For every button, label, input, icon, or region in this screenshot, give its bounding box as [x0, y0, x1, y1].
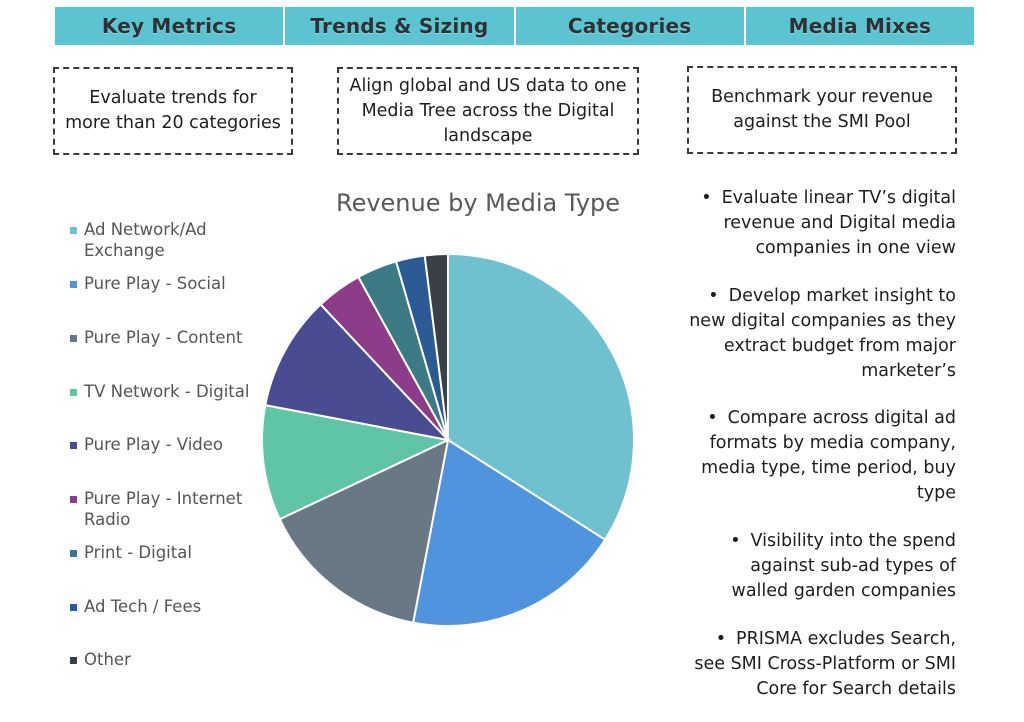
bullet-item: • Compare across digital ad formats by me… [701, 408, 956, 503]
legend-item: Pure Play - Internet Radio [70, 488, 260, 530]
tab-bar: Key Metrics Trends & Sizing Categories M… [55, 7, 974, 45]
legend-swatch [70, 389, 77, 396]
pie-slice-pure-play-video [264, 302, 451, 442]
legend-label: Pure Play - Content [84, 328, 243, 347]
legend-swatch [70, 335, 77, 342]
legend-label: Pure Play - Video [84, 435, 224, 454]
legend-label: Pure Play - Social [84, 274, 226, 293]
legend-item: Ad Network/Ad Exchange [70, 219, 260, 261]
legend-item: Ad Tech / Fees [70, 596, 260, 617]
legend-item: TV Network - Digital [70, 381, 260, 402]
legend-swatch [70, 604, 77, 611]
callout-text: Align global and US data to one Media Tr… [349, 75, 627, 146]
legend-label: Ad Network/Ad Exchange [84, 220, 207, 260]
tab-categories[interactable]: Categories [515, 7, 744, 45]
bullet-dot-icon: • [701, 188, 712, 208]
pie-slice-other [423, 252, 449, 441]
pie-slice-pure-play-social [411, 438, 607, 627]
pie-slice-ad-network-ad-exchange [447, 252, 635, 542]
tab-trends-sizing[interactable]: Trends & Sizing [285, 7, 514, 45]
legend-label: Ad Tech / Fees [84, 597, 202, 616]
tab-media-mixes[interactable]: Media Mixes [745, 7, 974, 45]
legend-swatch [70, 227, 77, 234]
bullet-item: • Develop market insight to new digital c… [689, 286, 956, 381]
bullet-dot-icon: • [730, 531, 741, 551]
pie-slice-pure-play-content [278, 438, 450, 624]
legend-label: TV Network - Digital [84, 382, 250, 401]
legend-item: Other [70, 649, 260, 670]
legend-label: Print - Digital [84, 543, 192, 562]
legend-label: Pure Play - Internet Radio [84, 489, 243, 529]
chart-title: Revenue by Media Type [336, 189, 620, 217]
legend-swatch [70, 550, 77, 557]
pie-slice-tv-network-digital [261, 403, 452, 521]
bullet-item: • Evaluate linear TV’s digital revenue an… [701, 188, 956, 258]
callout-text: Evaluate trends for more than 20 categor… [65, 88, 281, 133]
bullet-item: • PRISMA excludes Search, see SMI Cross-P… [694, 629, 956, 699]
legend-swatch [70, 442, 77, 449]
bullet-dot-icon: • [715, 629, 727, 649]
bullet-dot-icon: • [707, 408, 718, 428]
callout-box-media-tree: Align global and US data to one Media Tr… [337, 67, 639, 155]
legend-swatch [70, 657, 77, 664]
tab-key-metrics[interactable]: Key Metrics [55, 7, 284, 45]
legend-label: Other [84, 650, 131, 669]
bullet-item: • Visibility into the spend against sub-a… [730, 531, 956, 601]
legend-item: Pure Play - Social [70, 273, 260, 294]
legend-item: Pure Play - Content [70, 327, 260, 348]
bullet-dot-icon: • [708, 286, 719, 306]
pie-slices [261, 252, 635, 627]
callout-box-trends: Evaluate trends for more than 20 categor… [53, 67, 293, 155]
legend-swatch [70, 496, 77, 503]
legend-item: Print - Digital [70, 542, 260, 563]
legend-item: Pure Play - Video [70, 434, 260, 455]
callout-text: Benchmark your revenue against the SMI P… [711, 87, 933, 132]
legend-swatch [70, 281, 77, 288]
callout-box-benchmark: Benchmark your revenue against the SMI P… [687, 66, 957, 154]
